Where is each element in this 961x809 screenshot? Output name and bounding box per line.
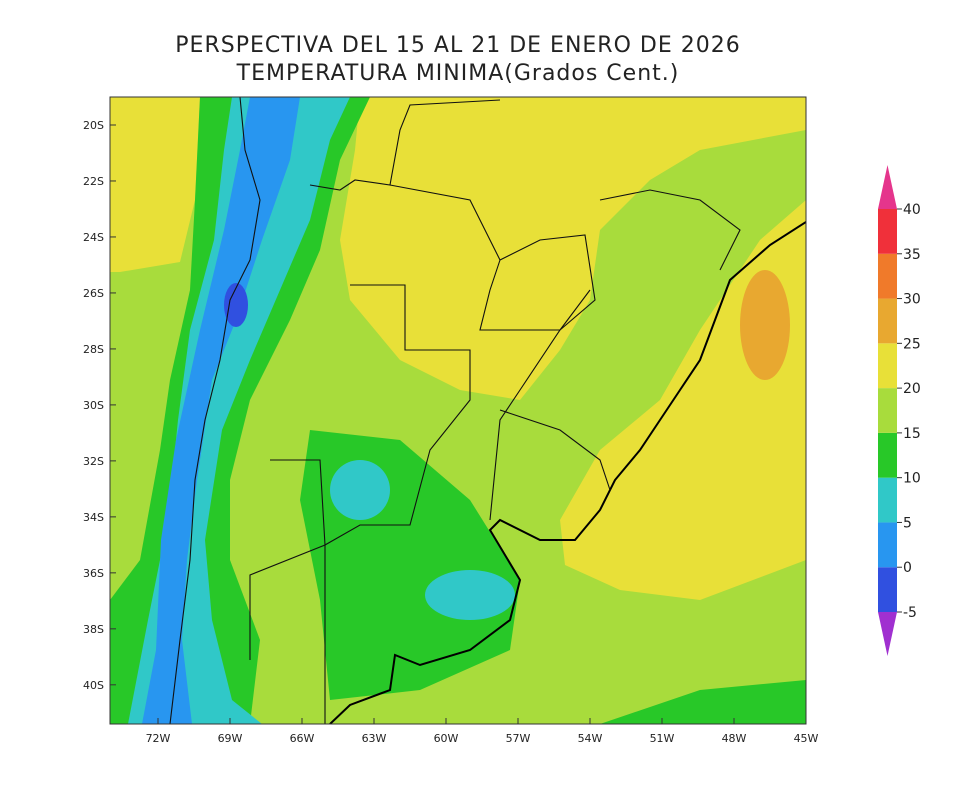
- colorbar-tick-label: 10: [903, 471, 921, 487]
- field-25-30: [740, 270, 790, 380]
- title-line: PERSPECTIVA DEL 15 AL 21 DE ENERO DE 202…: [175, 33, 740, 58]
- lat-tick-label: 38S: [83, 623, 104, 636]
- colorbar-band: [878, 298, 897, 344]
- border: [169, 97, 261, 724]
- border: [499, 409, 611, 491]
- colorbar-tick-label: 0: [903, 560, 912, 576]
- colorbar-arrow: [878, 612, 897, 656]
- lat-tick-label: 40S: [83, 679, 104, 692]
- colorbar-band: [878, 209, 897, 254]
- lon-tick-label: 57W: [506, 732, 531, 745]
- lon-tick-label: 63W: [362, 732, 387, 745]
- colorbar-band: [878, 388, 897, 433]
- border: [489, 289, 591, 521]
- lon-tick-label: 51W: [650, 732, 675, 745]
- colorbar-band: [878, 477, 897, 523]
- colorbar-band: [878, 567, 897, 612]
- temperature-field: [110, 97, 806, 724]
- lon-tick-label: 60W: [434, 732, 459, 745]
- colorbar-tick-label: 20: [903, 381, 921, 397]
- colorbar-tick-label: 15: [903, 426, 921, 442]
- coastline: [329, 221, 806, 724]
- field-5-10: [425, 570, 515, 620]
- colorbar-band: [878, 253, 897, 299]
- border: [324, 284, 471, 724]
- lat-tick-label: 22S: [83, 175, 104, 188]
- field-10-15: [600, 680, 806, 724]
- colorbar: -5 0 5 10 15 20 25 30 35 40: [878, 165, 921, 656]
- field-minus5-0: [224, 283, 248, 327]
- lon-tick-label: 72W: [146, 732, 171, 745]
- border: [389, 184, 596, 331]
- field-20-25: [340, 97, 806, 400]
- border: [599, 189, 741, 271]
- lat-tick-label: 32S: [83, 455, 104, 468]
- lat-tick-label: 30S: [83, 399, 104, 412]
- colorbar-band: [878, 522, 897, 568]
- lat-tick-label: 24S: [83, 231, 104, 244]
- lat-tick-label: 36S: [83, 567, 104, 580]
- lon-tick-label: 66W: [290, 732, 315, 745]
- field-5-10: [330, 460, 390, 520]
- colorbar-tick-label: 5: [903, 515, 912, 531]
- axes: 20S 22S 24S 26S 28S 30S 32S 34S 36S 38S 40S 72W 69W 6…: [83, 119, 819, 745]
- colorbar-band: [878, 343, 897, 389]
- lat-tick-label: 26S: [83, 287, 104, 300]
- subtitle-line: TEMPERATURA MINIMA(Grados Cent.): [236, 61, 680, 86]
- lat-tick-label: 28S: [83, 343, 104, 356]
- lon-tick-label: 69W: [218, 732, 243, 745]
- colorbar-arrow: [878, 165, 897, 209]
- lon-tick-label: 54W: [578, 732, 603, 745]
- field-20-25: [110, 97, 200, 272]
- lon-tick-label: 45W: [794, 732, 819, 745]
- colorbar-tick-label: 30: [903, 292, 921, 308]
- colorbar-tick-label: 25: [903, 336, 921, 352]
- map-frame: [109, 96, 807, 725]
- colorbar-band: [878, 432, 897, 478]
- border: [249, 459, 326, 660]
- lat-tick-label: 20S: [83, 119, 104, 132]
- lon-tick-label: 48W: [722, 732, 747, 745]
- colorbar-tick-label: -5: [903, 605, 917, 621]
- colorbar-tick-label: 40: [903, 202, 921, 218]
- colorbar-tick-label: 35: [903, 247, 921, 263]
- lat-tick-label: 34S: [83, 511, 104, 524]
- field-0-5: [142, 97, 300, 724]
